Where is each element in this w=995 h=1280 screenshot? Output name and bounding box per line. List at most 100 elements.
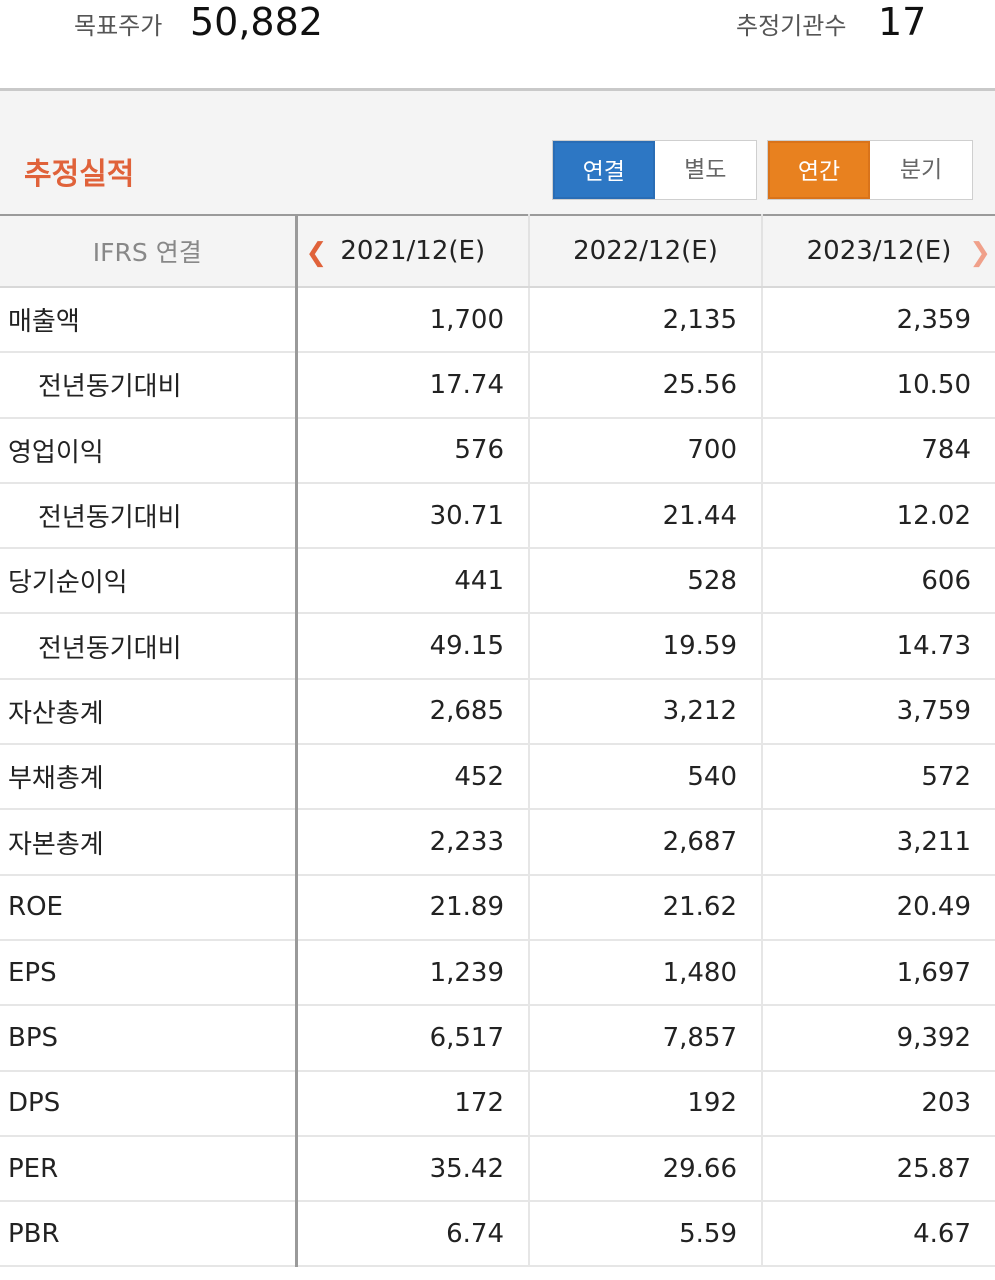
table-row: 전년동기대비 30.71 21.44 12.02 (0, 482, 995, 550)
table-cell: 2,135 (529, 287, 763, 354)
period-toggle: 연간 분기 (767, 140, 973, 200)
table-cell: 606 (762, 548, 995, 615)
period-quarterly-button[interactable]: 분기 (870, 141, 972, 199)
table-row: EPS 1,239 1,480 1,697 (0, 939, 995, 1007)
estimates-header: 추정실적 연결 별도 연간 분기 (0, 88, 995, 214)
table-cell: 572 (762, 744, 995, 811)
chevron-right-icon[interactable]: ❯ (969, 238, 991, 268)
row-label: BPS (0, 1005, 298, 1072)
table-cell: 528 (529, 548, 763, 615)
column-header-label: 2023/12(E) (806, 236, 952, 266)
table-cell: 1,480 (529, 939, 763, 1007)
row-label: 자본총계 (0, 809, 298, 876)
table-cell: 1,239 (296, 939, 530, 1007)
summary-bar: 목표주가 50,882 추정기관수 17 (0, 0, 995, 88)
table-cell: 10.50 (762, 352, 995, 419)
table-cell: 3,211 (762, 809, 995, 876)
row-label: 전년동기대비 (0, 482, 298, 550)
table-body: 매출액 1,700 2,135 2,359 전년동기대비 17.74 25.56 10.50 영… (0, 287, 995, 1268)
row-label: 부채총계 (0, 744, 298, 811)
table-cell: 192 (529, 1070, 763, 1137)
table-cell: 172 (296, 1070, 530, 1137)
accounting-standard-header: IFRS 연결 (0, 215, 298, 288)
row-label: 영업이익 (0, 417, 298, 484)
table-row: DPS 172 192 203 (0, 1070, 995, 1137)
table-row: PER 35.42 29.66 25.87 (0, 1135, 995, 1203)
chevron-left-icon[interactable]: ❮ (305, 238, 328, 268)
row-label: DPS (0, 1070, 298, 1137)
table-row: 전년동기대비 49.15 19.59 14.73 (0, 613, 995, 680)
column-header: ❮ 2021/12(E) (296, 215, 530, 288)
table-cell: 4.67 (762, 1201, 995, 1268)
row-label: 자산총계 (0, 678, 298, 746)
table-row: 자산총계 2,685 3,212 3,759 (0, 678, 995, 746)
column-header: 2022/12(E) (529, 215, 763, 288)
row-label: EPS (0, 939, 298, 1007)
table-row: 자본총계 2,233 2,687 3,211 (0, 809, 995, 876)
table-cell: 2,359 (762, 287, 995, 354)
target-price-value: 50,882 (190, 0, 323, 44)
table-cell: 784 (762, 417, 995, 484)
row-label: PER (0, 1135, 298, 1203)
table-cell: 576 (296, 417, 530, 484)
table-cell: 21.44 (529, 482, 763, 550)
row-label: 전년동기대비 (0, 352, 298, 419)
table-cell: 20.49 (762, 874, 995, 941)
table-cell: 452 (296, 744, 530, 811)
table-cell: 203 (762, 1070, 995, 1137)
column-header-label: 2021/12(E) (340, 236, 486, 266)
table-cell: 7,857 (529, 1005, 763, 1072)
table-row: PBR 6.74 5.59 4.67 (0, 1201, 995, 1268)
row-label: PBR (0, 1201, 298, 1268)
table-row: 전년동기대비 17.74 25.56 10.50 (0, 352, 995, 419)
table-header-row: IFRS 연결 ❮ 2021/12(E) 2022/12(E) 2023/12(… (0, 215, 995, 288)
table-cell: 2,233 (296, 809, 530, 876)
table-cell: 6.74 (296, 1201, 530, 1268)
row-label: 매출액 (0, 287, 298, 354)
table-cell: 21.89 (296, 874, 530, 941)
table-cell: 2,685 (296, 678, 530, 746)
table-cell: 540 (529, 744, 763, 811)
table-cell: 17.74 (296, 352, 530, 419)
column-header-label: 2022/12(E) (573, 236, 718, 266)
table-row: 매출액 1,700 2,135 2,359 (0, 287, 995, 354)
table-cell: 14.73 (762, 613, 995, 680)
table-cell: 5.59 (529, 1201, 763, 1268)
table-cell: 35.42 (296, 1135, 530, 1203)
table-row: 부채총계 452 540 572 (0, 744, 995, 811)
scope-consolidated-button[interactable]: 연결 (553, 141, 655, 199)
table-cell: 3,759 (762, 678, 995, 746)
table-row: ROE 21.89 21.62 20.49 (0, 874, 995, 941)
table-row: 당기순이익 441 528 606 (0, 548, 995, 615)
table-cell: 700 (529, 417, 763, 484)
table-cell: 1,697 (762, 939, 995, 1007)
target-price-label: 목표주가 (74, 12, 163, 40)
period-annual-button[interactable]: 연간 (768, 141, 871, 199)
table-cell: 21.62 (529, 874, 763, 941)
table-cell: 25.87 (762, 1135, 995, 1203)
row-label: ROE (0, 874, 298, 941)
table-cell: 30.71 (296, 482, 530, 550)
scope-toggle: 연결 별도 (552, 140, 757, 200)
table-cell: 1,700 (296, 287, 530, 354)
section-title: 추정실적 (24, 157, 135, 192)
estimates-table: IFRS 연결 ❮ 2021/12(E) 2022/12(E) 2023/12(… (0, 214, 995, 1268)
table-cell: 49.15 (296, 613, 530, 680)
analyst-count-value: 17 (878, 0, 927, 44)
table-cell: 12.02 (762, 482, 995, 550)
table-cell: 6,517 (296, 1005, 530, 1072)
analyst-count-label: 추정기관수 (736, 12, 847, 40)
table-cell: 3,212 (529, 678, 763, 746)
table-cell: 441 (296, 548, 530, 615)
table-cell: 2,687 (529, 809, 763, 876)
row-label: 당기순이익 (0, 548, 298, 615)
table-cell: 19.59 (529, 613, 763, 680)
column-header: 2023/12(E) ❯ (762, 215, 995, 288)
row-label: 전년동기대비 (0, 613, 298, 680)
table-cell: 9,392 (762, 1005, 995, 1072)
table-cell: 25.56 (529, 352, 763, 419)
table-row: BPS 6,517 7,857 9,392 (0, 1005, 995, 1072)
table-cell: 29.66 (529, 1135, 763, 1203)
table-row: 영업이익 576 700 784 (0, 417, 995, 484)
scope-separate-button[interactable]: 별도 (654, 141, 756, 199)
